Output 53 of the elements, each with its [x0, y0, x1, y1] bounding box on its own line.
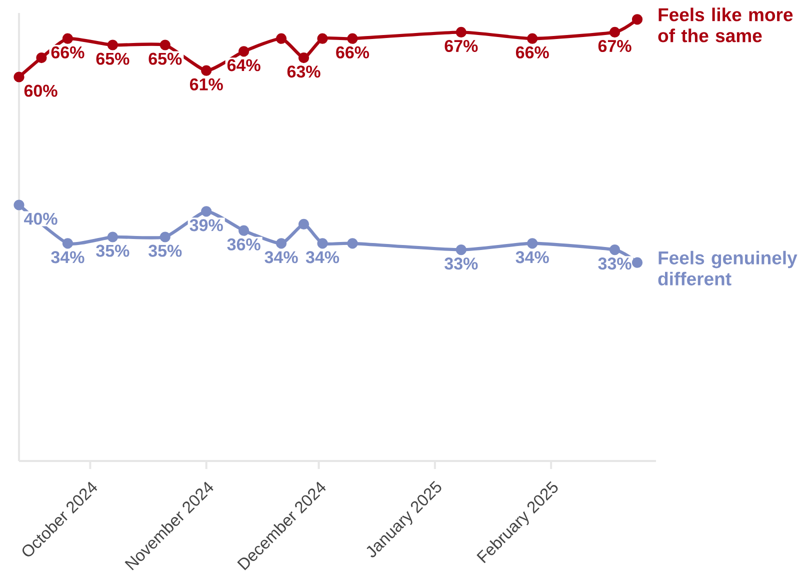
data-label: 40%: [24, 212, 58, 225]
point: [107, 232, 118, 242]
point: [36, 52, 47, 64]
point: [347, 238, 358, 249]
data-label: 33%: [444, 258, 478, 270]
point: [298, 218, 310, 230]
point: [276, 33, 287, 44]
point: [456, 244, 466, 256]
point: [456, 26, 466, 38]
data-label: 67%: [444, 40, 478, 52]
point: [298, 52, 310, 64]
data-label: 34%: [264, 251, 298, 264]
data-label: 34%: [51, 251, 84, 264]
data-label: 66%: [336, 46, 370, 58]
point: [62, 33, 74, 44]
point: [238, 46, 250, 57]
data-label: 35%: [96, 244, 130, 257]
point: [107, 40, 118, 50]
series-label: Feels genuinely different: [658, 250, 798, 286]
data-label: 66%: [516, 46, 549, 58]
point: [527, 33, 538, 44]
point: [14, 200, 24, 210]
point: [317, 33, 328, 44]
data-label: 67%: [598, 40, 632, 52]
data-label: 60%: [24, 84, 58, 97]
data-label: 33%: [598, 258, 632, 270]
point: [632, 14, 643, 25]
data-label: 39%: [190, 219, 223, 232]
data-label: 34%: [516, 251, 549, 264]
data-label: 36%: [227, 238, 260, 250]
data-label: 65%: [148, 52, 182, 65]
data-label: 64%: [227, 59, 260, 72]
point: [160, 232, 170, 242]
point: [609, 26, 620, 38]
series-label: Feels like more of the same: [658, 8, 793, 42]
data-label: 61%: [190, 78, 223, 90]
data-label: 35%: [148, 244, 182, 257]
point: [632, 257, 643, 268]
point: [160, 40, 170, 50]
point: [201, 206, 212, 217]
point: [14, 72, 24, 82]
data-label: 34%: [306, 251, 340, 264]
data-label: 63%: [287, 66, 320, 78]
data-label: 66%: [51, 46, 84, 58]
point: [276, 238, 287, 249]
data-label: 65%: [96, 52, 130, 65]
point: [201, 65, 212, 76]
point: [347, 33, 358, 44]
point: [527, 238, 538, 249]
point: [317, 238, 328, 249]
point: [238, 225, 250, 236]
point: [609, 244, 620, 256]
point: [62, 238, 74, 249]
